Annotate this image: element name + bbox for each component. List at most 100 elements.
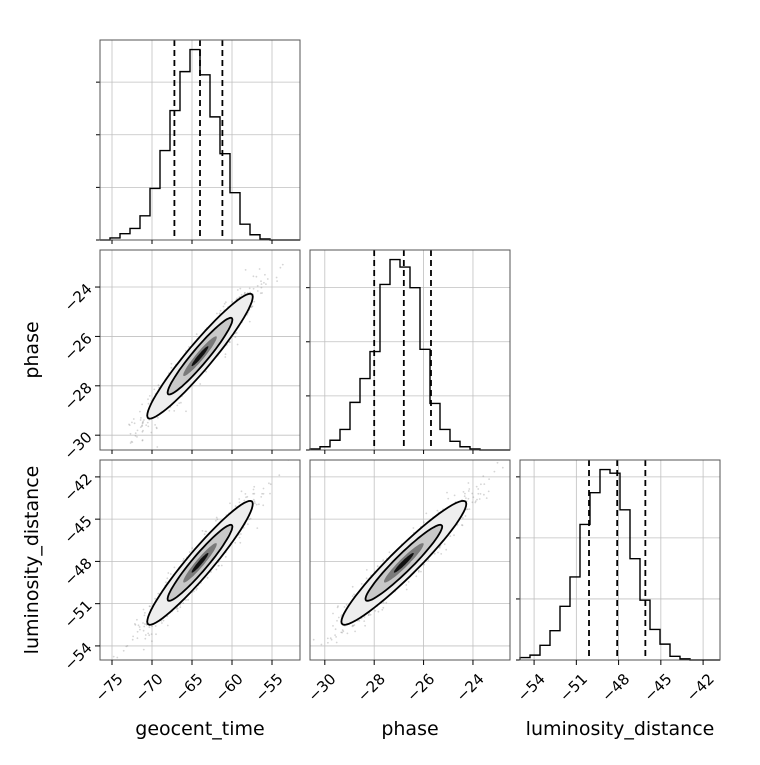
sample-point xyxy=(346,632,349,635)
sample-point xyxy=(445,548,448,551)
sample-point xyxy=(412,527,415,529)
sample-point xyxy=(477,488,480,490)
sample-point xyxy=(255,275,258,278)
sample-point xyxy=(342,630,345,633)
sample-point xyxy=(358,619,361,622)
histogram-luminosity_distance xyxy=(519,468,720,661)
sample-point xyxy=(139,426,142,428)
sample-point xyxy=(466,508,469,511)
sample-point xyxy=(235,332,238,334)
sample-point xyxy=(279,266,282,269)
sample-point xyxy=(330,638,333,641)
sample-point xyxy=(341,631,344,634)
sample-point xyxy=(220,564,223,567)
sample-point xyxy=(258,268,261,270)
sample-point xyxy=(244,493,247,495)
sample-point xyxy=(440,553,443,555)
scatter-layer xyxy=(312,461,504,646)
sample-point xyxy=(427,559,430,561)
sample-point xyxy=(327,641,329,644)
sample-point xyxy=(156,446,159,448)
sample-point xyxy=(354,630,356,633)
sample-point xyxy=(437,551,439,554)
sample-point xyxy=(420,570,422,573)
sample-point xyxy=(255,503,258,506)
sample-point xyxy=(365,569,368,571)
axes-frame xyxy=(309,249,511,451)
x-tick-label: −24 xyxy=(453,670,488,705)
sample-point xyxy=(334,634,336,636)
sample-point xyxy=(256,290,259,292)
sample-point xyxy=(382,601,385,604)
sample-point xyxy=(244,269,247,271)
sample-point xyxy=(170,362,173,365)
sample-point xyxy=(176,610,179,613)
sample-point xyxy=(188,346,190,348)
contour-1-sigma xyxy=(364,523,444,602)
sample-point xyxy=(139,419,142,421)
sample-point xyxy=(147,425,150,428)
sample-point xyxy=(129,442,132,444)
sample-point xyxy=(157,384,160,387)
sample-point xyxy=(134,432,137,435)
sample-point xyxy=(210,571,212,573)
sample-point xyxy=(143,419,145,421)
sample-point xyxy=(218,564,220,567)
sample-point xyxy=(329,637,332,640)
sample-point xyxy=(206,576,209,579)
sample-point xyxy=(182,559,185,562)
density-peak xyxy=(191,553,209,573)
sample-point xyxy=(243,499,246,502)
x-axis-title-geocent_time: geocent_time xyxy=(135,718,264,740)
sample-point xyxy=(154,424,157,426)
sample-point xyxy=(471,501,474,504)
sample-point xyxy=(141,439,144,442)
sample-point xyxy=(143,625,146,628)
sample-point xyxy=(248,518,251,521)
sample-point xyxy=(142,648,145,651)
sample-point xyxy=(178,402,181,404)
axes-frame xyxy=(99,249,301,451)
sample-point xyxy=(137,624,140,627)
x-tick-label: −26 xyxy=(403,670,438,705)
sample-point xyxy=(244,291,246,294)
sample-point xyxy=(453,494,456,497)
sample-point xyxy=(142,420,145,423)
sample-point xyxy=(145,424,148,426)
sample-point xyxy=(254,502,256,505)
sample-point xyxy=(117,672,119,674)
sample-point xyxy=(196,587,199,590)
sample-point xyxy=(326,637,329,640)
y-tick-label: −30 xyxy=(61,428,96,463)
sample-point xyxy=(236,289,239,291)
y-tick-label: −45 xyxy=(61,512,96,547)
sample-point xyxy=(423,563,425,566)
sample-point xyxy=(353,593,355,596)
sample-point xyxy=(166,624,169,627)
x-tick-label: −75 xyxy=(92,670,127,705)
sample-point xyxy=(184,350,187,352)
sample-point xyxy=(141,425,143,428)
sample-point xyxy=(262,487,265,490)
sample-point xyxy=(261,292,263,294)
sample-point xyxy=(462,491,465,493)
sample-point xyxy=(215,568,218,571)
y-tick-label: −42 xyxy=(61,470,96,505)
sample-point xyxy=(122,649,125,652)
sample-point xyxy=(238,536,241,539)
sample-point xyxy=(465,508,468,511)
y-tick-label: −51 xyxy=(61,597,96,632)
sample-point xyxy=(447,497,450,500)
sample-point xyxy=(385,601,388,604)
sample-point xyxy=(148,395,151,397)
sample-point xyxy=(341,629,344,631)
sample-point xyxy=(252,488,255,491)
sample-point xyxy=(142,622,144,624)
sample-point xyxy=(433,552,436,555)
sample-point xyxy=(468,508,471,510)
sample-point xyxy=(260,283,263,285)
sample-point xyxy=(133,422,136,425)
sample-point xyxy=(154,625,157,627)
sample-point xyxy=(128,424,131,426)
sample-point xyxy=(147,398,149,401)
